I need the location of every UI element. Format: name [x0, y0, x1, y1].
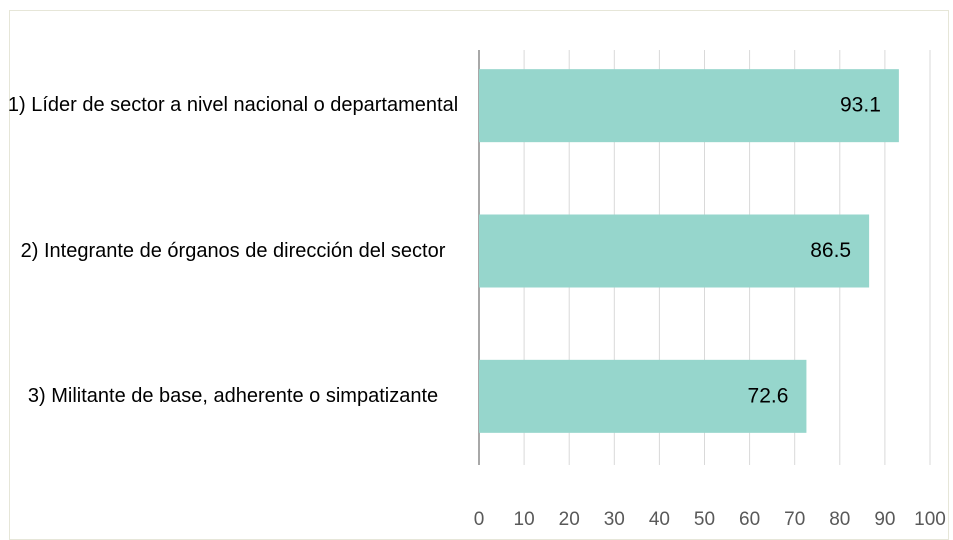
- x-tick-label: 100: [914, 509, 946, 528]
- value-label: 93.1: [840, 94, 881, 117]
- bar: [479, 359, 807, 433]
- x-tick-label: 60: [739, 509, 760, 528]
- bar: [479, 214, 870, 288]
- chart: 0 10 20 30 40 50 60 70 80 90 100 93.1 86.5 72.6 1) Lí…: [7, 10, 949, 540]
- value-label: 86.5: [810, 239, 851, 262]
- x-tick-label: 20: [559, 509, 580, 528]
- value-label: 72.6: [748, 384, 789, 407]
- category-label: 2) Integrante de órganos de dirección de…: [20, 239, 446, 262]
- x-tick-label: 40: [649, 509, 670, 528]
- x-tick-label: 50: [694, 509, 715, 528]
- x-tick-label: 0: [474, 509, 485, 528]
- x-tick-label: 70: [784, 509, 805, 528]
- plot: 0 10 20 30 40 50 60 70 80 90 100 93.1 86.5 72.6: [474, 50, 946, 528]
- x-tick-label: 30: [604, 509, 625, 528]
- x-tick-label: 80: [829, 509, 850, 528]
- bar: [479, 69, 899, 143]
- x-tick-label: 10: [514, 509, 535, 528]
- category-label: 3) Militante de base, adherente o simpat…: [27, 384, 439, 407]
- category-label: 1) Líder de sector a nivel nacional o de…: [7, 94, 459, 117]
- x-tick-label: 90: [874, 509, 895, 528]
